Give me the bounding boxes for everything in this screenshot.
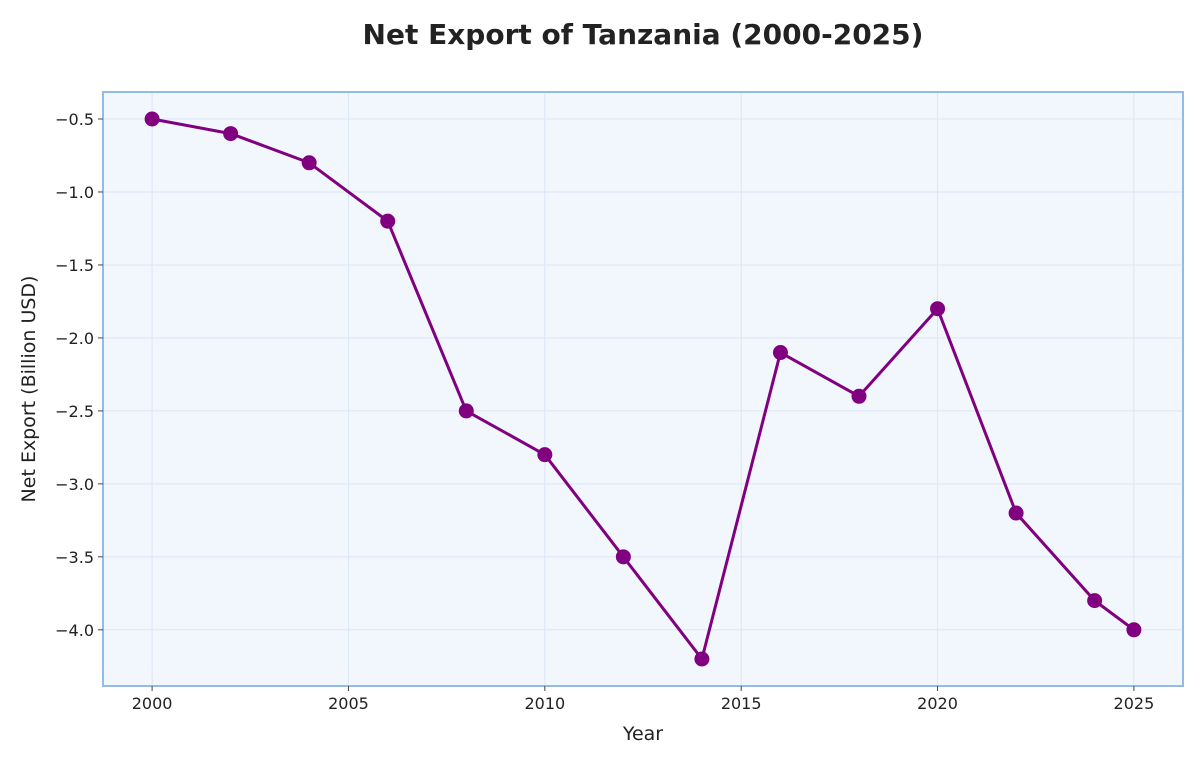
- plot-area: [103, 92, 1183, 686]
- data-point: [301, 155, 317, 171]
- data-point: [851, 388, 867, 404]
- y-axis-label: Net Export (Billion USD): [18, 276, 40, 503]
- y-tick-label: −1.5: [55, 256, 94, 275]
- x-tick-label: 2015: [721, 694, 762, 713]
- data-point: [223, 126, 239, 142]
- data-point: [615, 549, 631, 565]
- y-tick-label: −4.0: [55, 621, 94, 640]
- data-point: [1008, 505, 1024, 521]
- data-point: [1126, 622, 1142, 638]
- x-tick-label: 2000: [132, 694, 173, 713]
- x-axis: 2000 2005 2010 2015 2020 2025: [132, 686, 1155, 713]
- chart-title: Net Export of Tanzania (2000-2025): [363, 18, 924, 51]
- data-point: [537, 447, 553, 463]
- plot-border: [102, 91, 1184, 687]
- data-point: [1087, 593, 1103, 609]
- x-tick-label: 2005: [328, 694, 369, 713]
- y-tick-label: −1.0: [55, 183, 94, 202]
- x-tick-label: 2020: [917, 694, 958, 713]
- data-point: [458, 403, 474, 419]
- y-tick-label: −0.5: [55, 110, 94, 129]
- data-point: [380, 213, 396, 229]
- data-point: [144, 111, 160, 127]
- y-tick-label: −3.0: [55, 475, 94, 494]
- x-tick-label: 2025: [1114, 694, 1155, 713]
- x-axis-label: Year: [622, 723, 663, 745]
- series-line: [151, 117, 1135, 661]
- y-tick-label: −3.5: [55, 548, 94, 567]
- x-tick-label: 2010: [524, 694, 565, 713]
- data-point: [772, 345, 788, 361]
- series-layer: [144, 111, 1142, 667]
- grid: [103, 92, 1183, 686]
- y-tick-label: −2.5: [55, 402, 94, 421]
- data-point: [930, 301, 946, 317]
- data-point: [694, 651, 710, 667]
- y-axis: −0.5 −1.0 −1.5 −2.0 −2.5 −3.0 −3.5 −4.0: [55, 110, 103, 640]
- y-tick-label: −2.0: [55, 329, 94, 348]
